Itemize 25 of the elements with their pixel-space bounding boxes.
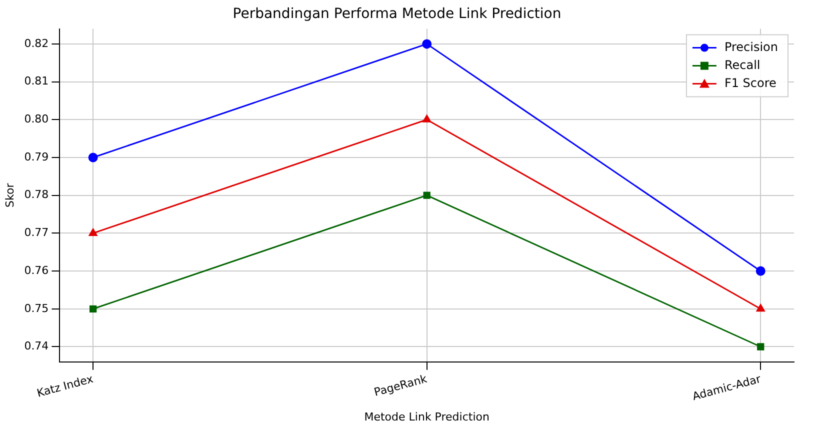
y-axis-title: Skor [3, 182, 16, 208]
y-tick-label: 0.81 [24, 74, 49, 88]
y-tick-label: 0.78 [24, 188, 49, 202]
y-tick-label: 0.80 [24, 112, 49, 126]
point [423, 192, 430, 199]
point [757, 343, 764, 350]
y-tick-label: 0.76 [24, 264, 49, 277]
y-tick-label: 0.79 [24, 150, 49, 164]
y-tick-label: 0.74 [24, 340, 49, 353]
point [88, 228, 98, 236]
point [756, 304, 765, 312]
y-tick-label: 0.75 [24, 302, 49, 315]
y-tick-label: 0.82 [24, 36, 49, 50]
legend-label: Precision [724, 40, 778, 54]
point [89, 305, 97, 312]
point [422, 39, 432, 49]
legend-label: F1 Score [724, 76, 776, 90]
x-axis-title: Metode Link Prediction [364, 410, 490, 424]
legend-label: Recall [724, 58, 760, 72]
point [88, 152, 98, 162]
point [422, 114, 432, 122]
x-tick-label: Katz Index [36, 372, 96, 400]
point [756, 266, 766, 276]
chart-title: Perbandingan Performa Metode Link Prediction [232, 6, 562, 22]
y-tick-label: 0.77 [24, 226, 49, 240]
